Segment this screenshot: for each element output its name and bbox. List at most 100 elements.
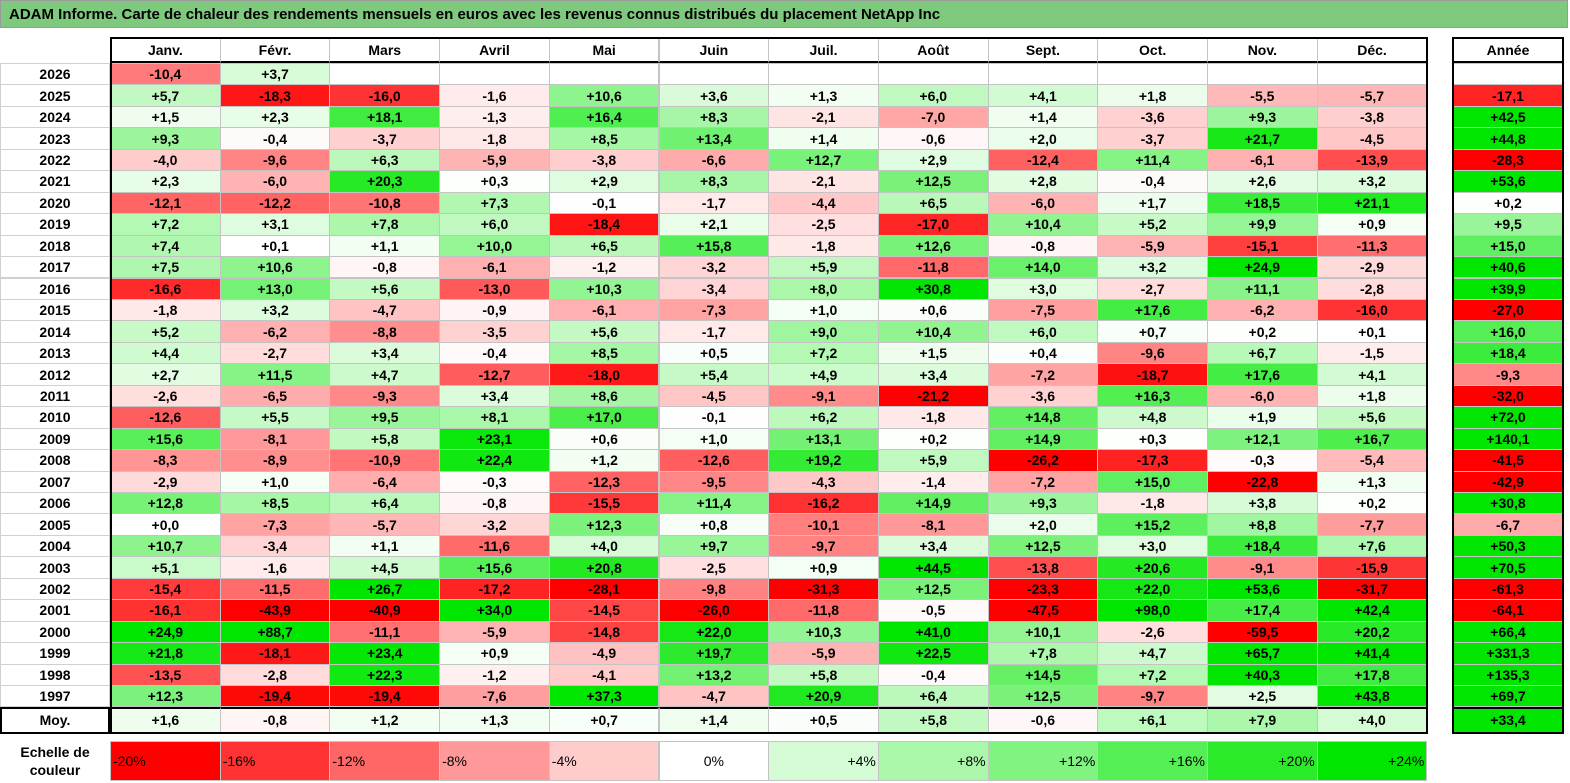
annual-cell: +135,3 [1452, 663, 1564, 687]
heatmap-cell: +34,0 [439, 599, 550, 622]
heatmap-cell: -5,7 [1316, 84, 1428, 107]
heatmap-cell: -5,9 [439, 148, 550, 172]
heatmap-cell: -18,1 [219, 642, 331, 665]
heatmap-cell: -2,1 [768, 170, 879, 193]
heatmap-cell: +17,4 [1207, 599, 1318, 622]
heatmap-cell: -9,8 [658, 577, 770, 601]
heatmap-cell: -10,9 [329, 449, 441, 472]
heatmap-cell [877, 63, 989, 86]
legend-label-line1: Echelle de [20, 744, 90, 760]
heatmap-cell: -18,3 [219, 84, 331, 107]
legend-swatch: +4% [768, 741, 879, 781]
annual-cell: -28,3 [1452, 148, 1564, 172]
heatmap-cell: +18,1 [329, 105, 441, 129]
heatmap-cell: -0,4 [439, 341, 550, 365]
heatmap-cell: +19,2 [768, 449, 879, 472]
heatmap-cell: +0,6 [877, 298, 989, 322]
average-cell: +1,2 [329, 706, 441, 734]
heatmap-cell: +1,3 [1316, 470, 1428, 493]
heatmap-cell: +14,5 [987, 663, 1099, 687]
year-label: 2005 [0, 513, 110, 536]
heatmap-cell [987, 63, 1099, 86]
year-label: 2017 [0, 256, 110, 279]
heatmap-cell: +12,3 [110, 685, 221, 708]
heatmap-cell: -7,3 [219, 513, 331, 536]
heatmap-cell: +12,5 [987, 685, 1099, 708]
heatmap-cell: -8,1 [219, 427, 331, 451]
heatmap-cell: +6,0 [987, 320, 1099, 343]
heatmap-cell: -4,5 [1316, 127, 1428, 150]
year-label: 1998 [0, 663, 110, 687]
heatmap-cell [1207, 63, 1318, 86]
heatmap-cell: -0,1 [548, 191, 660, 215]
heatmap-cell: -7,7 [1316, 513, 1428, 536]
heatmap-cell: -0,8 [439, 492, 550, 515]
heatmap-cell: +4,1 [987, 84, 1099, 107]
heatmap-cell: +12,5 [877, 170, 989, 193]
average-annual-cell: +33,4 [1452, 706, 1564, 734]
heatmap-cell: -0,4 [219, 127, 331, 150]
heatmap-cell: +23,4 [329, 642, 441, 665]
heatmap-cell: +1,1 [329, 534, 441, 558]
heatmap-cell: -3,7 [329, 127, 441, 150]
heatmap-cell: -1,6 [219, 556, 331, 579]
heatmap-cell: +22,0 [1097, 577, 1208, 601]
heatmap-cell: +2,7 [110, 363, 221, 386]
year-label: 2009 [0, 427, 110, 451]
annual-cell: +72,0 [1452, 406, 1564, 429]
heatmap-cell: -4,7 [658, 685, 770, 708]
heatmap-cell: -8,9 [219, 449, 331, 472]
heatmap-cell: -18,7 [1097, 363, 1208, 386]
heatmap-cell: -16,0 [329, 84, 441, 107]
heatmap-cell: +3,2 [219, 298, 331, 322]
heatmap-cell: +0,4 [987, 341, 1099, 365]
heatmap-cell: +15,0 [1097, 470, 1208, 493]
heatmap-cell: -3,6 [1097, 105, 1208, 129]
heatmap-cell: +18,5 [1207, 191, 1318, 215]
legend-swatch: +8% [877, 741, 989, 781]
heatmap-cell: -0,4 [877, 663, 989, 687]
heatmap-cell: +6,5 [548, 234, 660, 258]
heatmap-cell: +65,7 [1207, 642, 1318, 665]
year-label: 1999 [0, 642, 110, 665]
heatmap-cell: +6,2 [768, 406, 879, 429]
year-label: 2000 [0, 620, 110, 644]
heatmap-cell: -6,4 [329, 470, 441, 493]
heatmap-cell: -9,1 [1207, 556, 1318, 579]
heatmap-cell: -17,0 [877, 213, 989, 236]
legend-swatch: -12% [329, 741, 441, 781]
annual-cell: -27,0 [1452, 298, 1564, 322]
heatmap-cell: -7,6 [439, 685, 550, 708]
annual-cell: -61,3 [1452, 577, 1564, 601]
heatmap-cell: -1,2 [439, 663, 550, 687]
heatmap-cell: +6,5 [877, 191, 989, 215]
heatmap-cell: -2,6 [1097, 620, 1208, 644]
heatmap-cell: -8,1 [877, 513, 989, 536]
annual-cell: +30,8 [1452, 492, 1564, 515]
annual-cell: -9,3 [1452, 363, 1564, 386]
heatmap-cell: -9,7 [1097, 685, 1208, 708]
heatmap-cell: -3,7 [1097, 127, 1208, 150]
heatmap-cell: +7,5 [110, 256, 221, 279]
heatmap-cell: -10,1 [768, 513, 879, 536]
month-header: Août [877, 37, 989, 63]
heatmap-cell: +1,8 [1097, 84, 1208, 107]
heatmap-cell: +0,2 [1316, 492, 1428, 515]
heatmap-cell: +11,4 [658, 492, 770, 515]
annual-cell: +40,6 [1452, 256, 1564, 279]
heatmap-cell: +10,3 [768, 620, 879, 644]
heatmap-cell: -7,5 [987, 298, 1099, 322]
annual-cell: +18,4 [1452, 341, 1564, 365]
year-label: 2006 [0, 492, 110, 515]
heatmap-cell: +5,6 [548, 320, 660, 343]
heatmap-cell: -11,3 [1316, 234, 1428, 258]
heatmap-cell: +1,5 [877, 341, 989, 365]
heatmap-cell: +88,7 [219, 620, 331, 644]
year-label: 2013 [0, 341, 110, 365]
heatmap-cell: +2,9 [548, 170, 660, 193]
heatmap-cell: +12,6 [877, 234, 989, 258]
legend-swatch: +24% [1316, 741, 1428, 781]
annual-cell: +44,8 [1452, 127, 1564, 150]
heatmap-cell: +4,4 [110, 341, 221, 365]
heatmap-cell: -16,0 [1316, 298, 1428, 322]
